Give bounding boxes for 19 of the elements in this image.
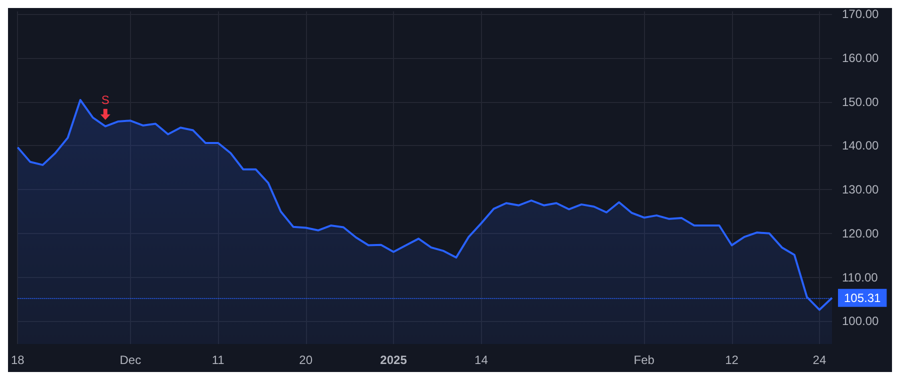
x-tick-label: 24 [812,353,826,367]
x-tick-label: 20 [299,353,313,367]
y-tick-label: 140.00 [842,138,880,153]
x-tick-label: Feb [634,353,655,367]
x-tick-label: 12 [725,353,739,367]
y-tick-label: 170.00 [842,7,880,21]
y-tick-label: 130.00 [842,182,880,197]
x-tick-label: Dec [120,353,142,367]
x-tick-label: 2025 [380,353,408,367]
x-tick-label: 18 [10,353,25,367]
x-tick-label: 14 [474,353,488,367]
y-tick-label: 110.00 [842,270,878,284]
annotation: S [101,92,110,107]
x-tick-label: 11 [212,353,225,367]
y-tick-label: 150.00 [842,94,880,109]
y-tick-label: 100.00 [842,314,880,328]
ref-line-label: 105.31 [844,290,882,305]
y-tick-label: 120.00 [842,226,880,240]
y-tick-label: 160.00 [842,50,880,65]
